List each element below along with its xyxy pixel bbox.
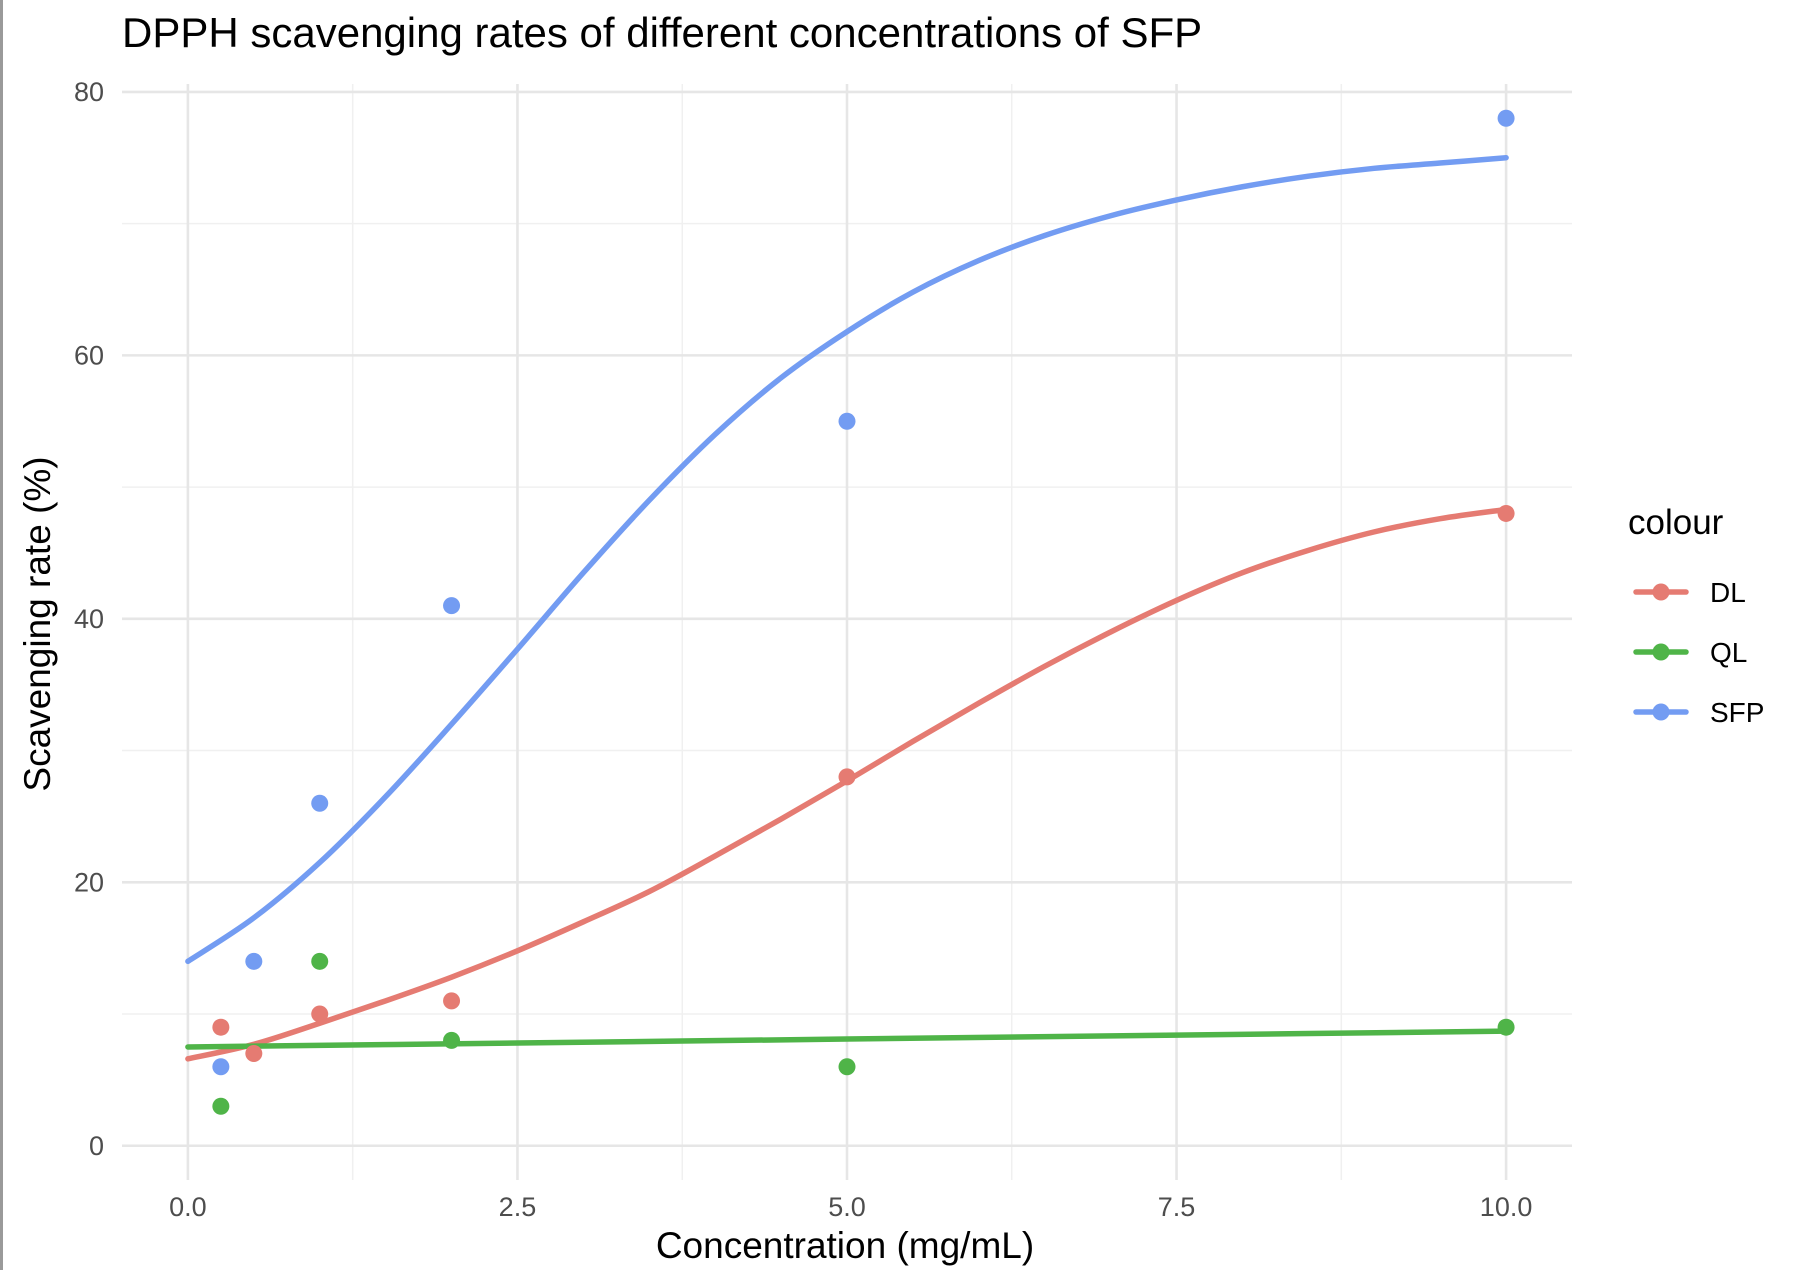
points-layer — [212, 109, 1515, 1115]
y-axis-title: Scavenging rate (%) — [17, 456, 58, 791]
data-point-sfp — [245, 952, 263, 970]
y-tick-label: 20 — [74, 867, 104, 897]
data-point-sfp — [443, 597, 461, 615]
data-point-dl — [245, 1045, 263, 1063]
data-point-ql — [443, 1031, 461, 1049]
data-point-dl — [1497, 504, 1515, 522]
y-tick-label: 0 — [89, 1131, 104, 1161]
chart-title: DPPH scavenging rates of different conce… — [122, 9, 1202, 56]
data-point-sfp — [212, 1058, 230, 1076]
data-point-sfp — [1497, 109, 1515, 127]
grid-layer — [122, 84, 1572, 1180]
legend-label-sfp: SFP — [1710, 697, 1764, 728]
x-tick-label: 7.5 — [1158, 1192, 1196, 1222]
data-point-dl — [311, 1005, 329, 1023]
legend-key-point-dl — [1652, 583, 1670, 601]
data-point-ql — [212, 1097, 230, 1115]
x-axis-title: Concentration (mg/mL) — [656, 1225, 1034, 1266]
tick-labels-layer: 0.0 2.5 5.0 7.5 10.0 0 20 40 60 80 — [74, 77, 1532, 1222]
data-point-dl — [212, 1018, 230, 1036]
x-tick-label: 5.0 — [828, 1192, 866, 1222]
legend-title: colour — [1628, 503, 1724, 542]
fit-line-sfp — [185, 155, 1509, 965]
data-point-ql — [311, 952, 329, 970]
data-point-dl — [838, 768, 856, 786]
x-tick-label: 10.0 — [1480, 1192, 1533, 1222]
legend-label-dl: DL — [1710, 577, 1746, 608]
x-tick-label: 2.5 — [499, 1192, 537, 1222]
data-point-sfp — [838, 412, 856, 430]
y-tick-label: 40 — [74, 604, 104, 634]
fit-line-ql — [185, 1028, 1509, 1050]
y-tick-label: 60 — [74, 340, 104, 370]
data-point-ql — [838, 1058, 856, 1076]
x-tick-label: 0.0 — [169, 1192, 207, 1222]
data-point-ql — [1497, 1018, 1515, 1036]
y-tick-label: 80 — [74, 77, 104, 107]
legend-label-ql: QL — [1710, 637, 1747, 668]
window-left-border — [0, 0, 3, 1270]
legend-key-point-ql — [1652, 643, 1670, 661]
legend: colour DL QL SFP — [1628, 503, 1764, 728]
legend-key-point-sfp — [1652, 703, 1670, 721]
data-point-sfp — [311, 794, 329, 812]
data-point-dl — [443, 992, 461, 1010]
